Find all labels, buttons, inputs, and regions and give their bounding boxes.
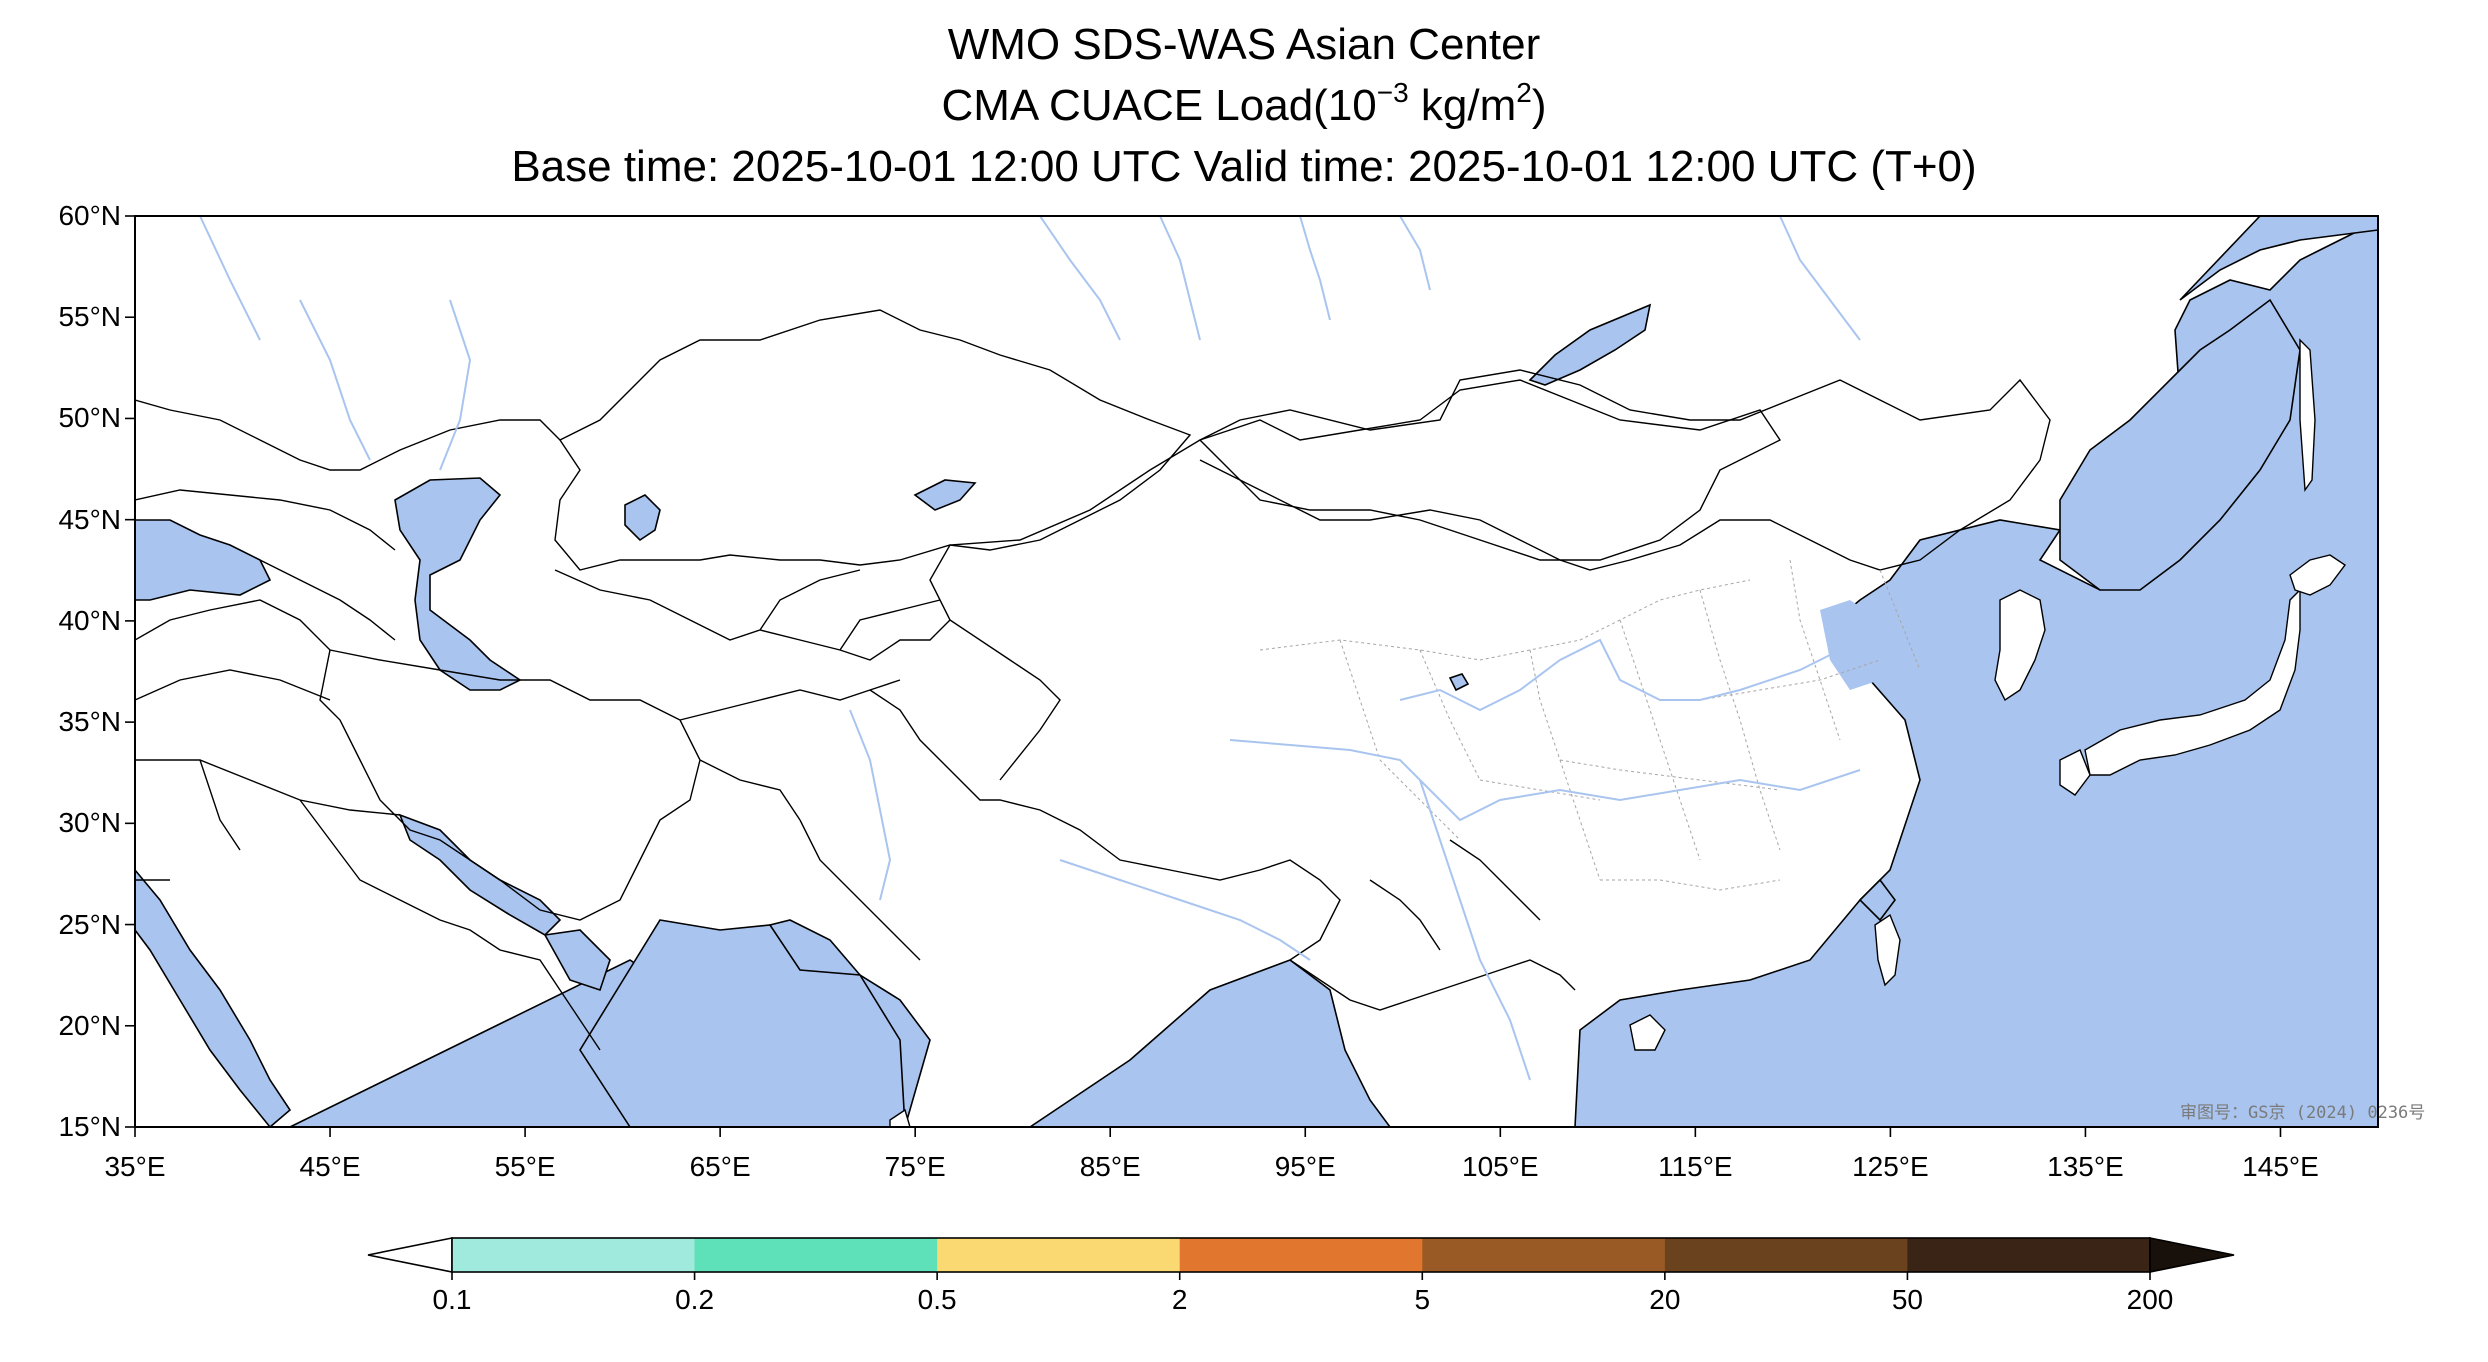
colorbar-segment <box>937 1238 1181 1272</box>
lat-tick-label: 30°N <box>58 807 121 839</box>
colorbar-tick-label: 200 <box>2126 1284 2174 1315</box>
hainan <box>1629 1014 1666 1051</box>
colorbar-extend-low <box>367 1237 453 1273</box>
colorbar-segment <box>694 1238 938 1272</box>
qinghai-lake <box>1448 673 1470 692</box>
mongolia-border <box>1198 379 1782 561</box>
lon-tick-label: 55°E <box>494 1151 556 1182</box>
lat-tick-label: 60°N <box>58 200 121 231</box>
red-sea <box>135 868 292 1127</box>
lat-tick-label: 35°N <box>58 706 121 738</box>
approval-number: 审图号：GS京 (2024) 0236号 <box>2180 1103 2426 1123</box>
colorbar-tick-label: 5 <box>1414 1284 1431 1315</box>
lon-tick-label: 115°E <box>1658 1151 1733 1182</box>
sea-of-japan <box>2059 298 2301 591</box>
lon-tick-label: 65°E <box>689 1151 751 1182</box>
colorbar <box>367 1237 2235 1280</box>
sea-of-okhotsk <box>2179 216 2378 301</box>
lon-tick-label: 95°E <box>1274 1151 1336 1182</box>
lon-tick-label: 45°E <box>299 1151 361 1182</box>
caspian-sea <box>394 477 522 691</box>
middle-east <box>135 599 601 1051</box>
central-asia-borders <box>554 569 951 661</box>
lon-tick-label: 105°E <box>1462 1151 1539 1182</box>
siberian-rivers <box>1039 216 1861 341</box>
aral-sea <box>624 494 661 542</box>
colorbar-segment <box>452 1238 696 1272</box>
title-center: WMO SDS-WAS Asian Center <box>947 20 1541 69</box>
colorbar-tick-label: 2 <box>1171 1284 1188 1315</box>
lon-tick-label: 35°E <box>104 1151 166 1182</box>
mekong-river <box>1419 779 1531 1081</box>
lat-tick-label: 20°N <box>58 1009 121 1041</box>
lat-tick-label: 25°N <box>58 908 121 940</box>
sri-lanka <box>889 1108 911 1127</box>
persian-gulf <box>398 813 562 936</box>
colorbar-extend-high <box>2149 1237 2235 1273</box>
province-lines <box>1259 559 1921 891</box>
map-title: WMO SDS-WAS Asian Center CMA CUACE Load(… <box>0 14 2488 197</box>
lat-tick-label: 55°N <box>58 301 121 333</box>
colorbar-tick-label: 0.1 <box>432 1284 472 1315</box>
sakhalin <box>2299 338 2316 493</box>
kazakhstan-border <box>554 309 1192 571</box>
lon-tick-label: 75°E <box>884 1151 946 1182</box>
volga-ural <box>199 216 472 471</box>
china-border <box>929 369 2051 781</box>
black-sea <box>135 519 272 601</box>
bay-of-bengal <box>1028 959 1391 1127</box>
lon-tick-label: 85°E <box>1079 1151 1141 1182</box>
colorbar-tick-label: 0.2 <box>675 1284 715 1315</box>
lake-balkhash <box>913 479 977 511</box>
colorbar-outline <box>451 1237 2151 1273</box>
colorbar-segment <box>1907 1238 2151 1272</box>
gulf-of-oman <box>543 929 611 992</box>
lat-tick-label: 15°N <box>58 1111 121 1142</box>
taiwan-strait <box>1858 878 1896 922</box>
bohai-sea <box>1820 600 1900 690</box>
lon-tick-label: 145°E <box>2242 1151 2319 1182</box>
colorbar-segment <box>1664 1238 1908 1272</box>
colorbar-segment <box>1422 1238 1666 1272</box>
title-time: Base time: 2025-10-01 12:00 UTC Valid ti… <box>511 142 1977 191</box>
pakistan-india <box>799 689 1341 961</box>
colorbar-segment <box>1179 1238 1423 1272</box>
lat-tick-label: 40°N <box>58 604 121 636</box>
colorbar-tick-label: 20 <box>1649 1284 1681 1315</box>
lat-tick-label: 50°N <box>58 402 121 434</box>
lon-tick-label: 125°E <box>1852 1151 1929 1182</box>
colorbar-tick-label: 50 <box>1891 1284 1923 1315</box>
yellow-river <box>1399 638 1841 712</box>
russia-border-west <box>135 399 561 471</box>
caucasus-turkey <box>135 489 396 641</box>
taiwan <box>1874 913 1901 987</box>
lat-tick-label: 45°N <box>58 503 121 535</box>
ganges-indus <box>849 709 1311 961</box>
lon-tick-label: 135°E <box>2047 1151 2124 1182</box>
korea <box>1994 589 2046 702</box>
yangtze-river <box>1229 739 1861 822</box>
arabian-sea <box>579 919 906 1127</box>
japan-hokkaido <box>2289 554 2347 596</box>
japan-honshu <box>2084 588 2301 776</box>
title-variable: CMA CUACE Load(10−3 kg/m2) <box>941 77 1547 131</box>
japan-kyushu <box>2059 749 2091 796</box>
lake-baikal <box>1528 303 1652 386</box>
colorbar-tick-label: 0.5 <box>917 1284 957 1315</box>
southeast-asia <box>1289 839 1576 1011</box>
map-frame <box>134 215 2379 1128</box>
